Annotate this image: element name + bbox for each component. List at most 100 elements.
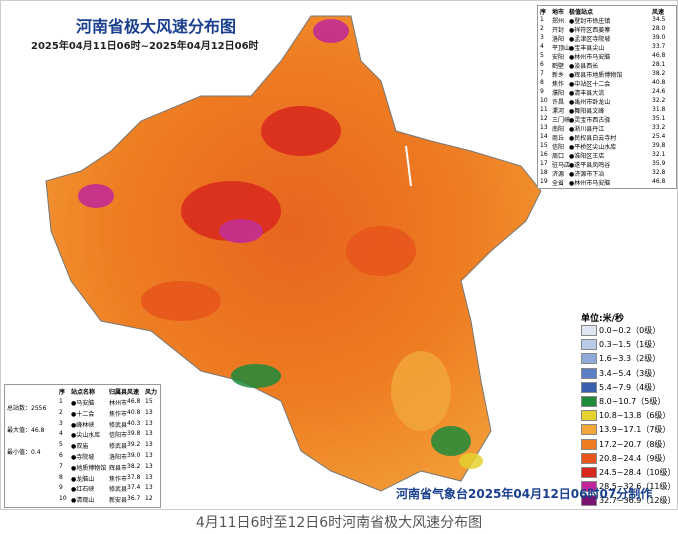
table-cell: ●灵宝市西古驿 [569, 117, 611, 124]
table-cell: 新乡 [552, 72, 565, 79]
table-cell: 平顶山 [552, 45, 571, 52]
table-cell: 13 [145, 408, 153, 416]
province-table [537, 5, 677, 189]
table-cell: ●祥符区西姜寨 [569, 27, 611, 34]
table-cell: 8 [59, 473, 63, 481]
table-cell: 13 [145, 462, 153, 470]
stat: 最大值：46.8 [7, 427, 45, 434]
map-title: 河南省极大风速分布图 [76, 17, 237, 36]
table-cell: 13 [145, 419, 153, 427]
table-cell: 35.1 [652, 115, 666, 122]
table-cell: 全省 [552, 180, 565, 187]
table-cell: ●马安脑 [71, 400, 95, 407]
table-header: 序 [540, 9, 547, 16]
table-cell: ●十二会 [71, 410, 95, 418]
legend-swatch [581, 438, 597, 450]
legend-swatch [581, 495, 597, 507]
table-cell: ●宝丰县尖山 [569, 45, 605, 52]
table-cell: ●登封市徐庄镇 [569, 18, 611, 25]
map-frame: 河南省极大风速分布图 2025年04月11日06时~2025年04月12日06时序… [0, 0, 678, 510]
table-cell: 5 [540, 52, 544, 59]
table-cell: 10 [59, 495, 67, 503]
table-cell: ●浚县西长 [569, 63, 599, 70]
legend-swatch [581, 481, 597, 493]
table-cell: 18 [540, 169, 548, 176]
table-cell: 46.8 [652, 178, 666, 185]
table-cell: 25.4 [652, 133, 666, 140]
table-cell: 24.6 [652, 88, 666, 95]
table-cell: ●中站区十二会 [569, 81, 611, 88]
table-cell: 12 [145, 495, 153, 503]
table-cell: 5 [59, 441, 63, 449]
map-credit: 河南省气象台2025年04月12日06时07分制作 [396, 487, 653, 501]
table-cell: 28.0 [652, 25, 666, 32]
table-cell: 39.8 [652, 142, 666, 149]
table-cell: 修武县 [109, 421, 128, 429]
table-cell: 32.1 [652, 151, 666, 158]
table-cell: 32.2 [652, 97, 666, 104]
legend-label: 20.8~24.4（9级） [599, 453, 671, 463]
table-cell: 8 [540, 79, 544, 86]
wind-patches [78, 19, 483, 469]
table-header: 序 [59, 389, 66, 396]
table-cell: ●孟津区寺院坡 [569, 36, 611, 43]
table-cell: 6 [540, 61, 544, 68]
table-cell: ●平桥区尖山水库 [569, 144, 617, 151]
table-cell: 46.8 [127, 398, 141, 405]
legend-label: 28.5~32.6（11级） [599, 482, 676, 492]
table-cell: 洛阳市 [109, 454, 128, 461]
table-cell: 17 [540, 160, 548, 167]
table-cell: 13 [145, 484, 153, 492]
table-cell: 11 [540, 106, 548, 113]
table-cell: 驻马店 [552, 162, 571, 169]
table-cell: 19 [540, 178, 548, 185]
legend-label: 5.4~7.9（4级） [599, 382, 661, 392]
table-cell: 7 [540, 70, 544, 77]
table-cell: 34.5 [652, 16, 666, 23]
legend-swatch [581, 410, 597, 422]
legend-label: 17.2~20.7（8级） [599, 439, 671, 449]
table-cell: ●淮阳区王店 [569, 153, 605, 160]
legend-label: 3.4~5.4（3级） [599, 368, 661, 378]
legend-swatch [581, 396, 597, 407]
table-cell: 三门峡 [552, 117, 571, 124]
table-cell: ●清观山 [71, 497, 95, 505]
table-header: 站点名称 [71, 389, 96, 396]
table-cell: 信阳市 [109, 432, 128, 440]
table-cell: 40.3 [127, 419, 141, 427]
legend-swatch [581, 353, 597, 365]
table-header: 风速 [652, 9, 665, 16]
table-cell: 13 [145, 430, 153, 438]
legend-swatch [581, 367, 597, 379]
table-cell: 16 [540, 151, 548, 158]
table-cell: ●舞阳县文峰 [569, 108, 605, 115]
table-cell: 10 [540, 97, 548, 104]
table-cell: 13 [145, 441, 153, 449]
table-cell: 林州市 [109, 400, 128, 407]
table-cell: ●双庙 [71, 443, 89, 451]
legend-label: 8.0~10.7（5级） [599, 397, 666, 406]
station-table [4, 384, 161, 508]
table-cell: 漯河 [552, 108, 565, 115]
table-cell: 3 [59, 419, 63, 427]
table-cell: 31.8 [652, 106, 666, 113]
table-cell: 商丘 [552, 135, 565, 142]
table-cell: 许昌 [552, 99, 565, 106]
table-cell: 1 [59, 398, 63, 405]
table-cell: 33.2 [652, 124, 666, 131]
table-cell: 3 [540, 34, 544, 41]
table-header: 风速 [127, 389, 140, 396]
table-cell: ●淅川县丹江 [569, 126, 605, 133]
table-cell: 9 [540, 88, 544, 95]
table-cell: 洛阳 [552, 36, 565, 43]
table-cell: 修武县 [109, 486, 128, 494]
table-cell: 焦作市 [109, 475, 128, 483]
table-cell: 13 [145, 452, 153, 459]
table-cell: 13 [540, 124, 548, 131]
legend-swatch [581, 452, 597, 464]
table-cell: 39.0 [127, 452, 141, 459]
stat: 最小值：0.4 [7, 449, 41, 456]
table-cell: 40.8 [127, 408, 141, 416]
table-cell: 开封 [552, 27, 565, 34]
legend-label: 24.5~28.4（10级） [599, 468, 676, 477]
